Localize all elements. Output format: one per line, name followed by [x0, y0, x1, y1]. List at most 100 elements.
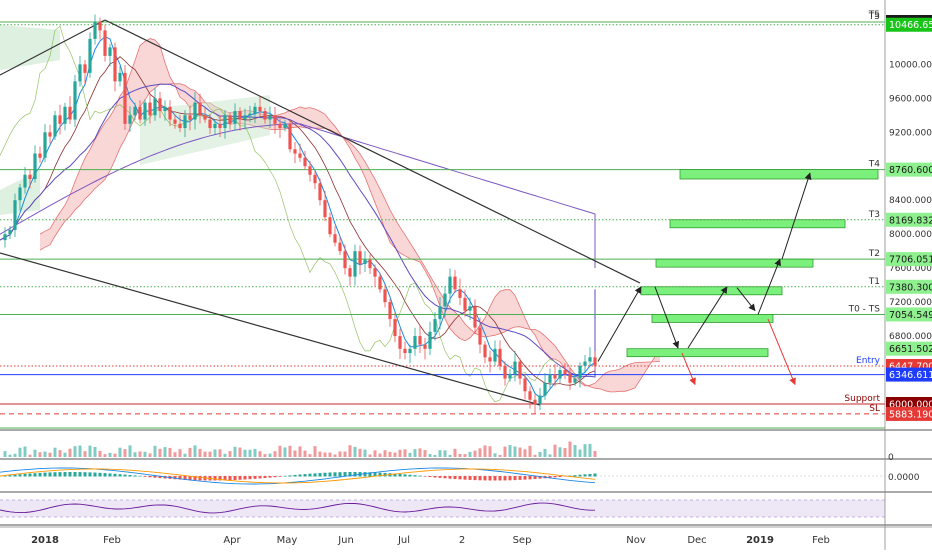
- candle-body: [153, 98, 157, 116]
- scenario-arrow: [781, 172, 812, 260]
- time-axis: 2018 Feb Apr May Jun Jul 2 Sep Nov Dec 2019 Feb: [0, 526, 932, 546]
- volume-bar: [338, 451, 342, 457]
- candle-body: [168, 106, 172, 120]
- ma-slow-line: [0, 83, 596, 378]
- volume-bar: [193, 445, 197, 457]
- macd-histogram-bar: [493, 476, 497, 481]
- volume-bar: [553, 444, 557, 457]
- candle-body: [418, 336, 422, 345]
- volume-bar: [568, 441, 572, 457]
- macd-histogram-bar: [513, 476, 517, 481]
- volume-bar: [148, 453, 152, 457]
- candle-body: [83, 64, 87, 73]
- macd-histogram-bar: [103, 473, 107, 477]
- candle-body: [548, 374, 552, 383]
- volume-bar: [433, 454, 437, 457]
- macd-histogram-bar: [288, 475, 292, 477]
- volume-bar: [163, 447, 167, 457]
- macd-histogram-bar: [468, 476, 472, 480]
- candle-body: [428, 331, 432, 349]
- trendlines: [0, 19, 641, 406]
- volume-bar: [593, 450, 597, 457]
- candle-body: [218, 123, 222, 129]
- macd-histogram-bar: [528, 476, 532, 480]
- candle-body: [573, 378, 577, 383]
- volume-bar: [203, 451, 207, 457]
- volume-bar: [583, 444, 587, 457]
- volume-bar: [478, 448, 482, 457]
- candle-body: [258, 106, 262, 112]
- level-tag-label: 8760.600: [889, 165, 932, 176]
- candle-body: [63, 106, 67, 124]
- time-tick-label: Feb: [103, 535, 121, 546]
- candle-body: [273, 115, 277, 124]
- macd-histogram-bar: [93, 472, 97, 477]
- volume-bar: [303, 450, 307, 457]
- scenario-arrow: [597, 286, 642, 362]
- macd-histogram-bar: [403, 474, 407, 477]
- macd-histogram-bar: [333, 472, 337, 477]
- candle-body: [233, 111, 237, 124]
- target-box: [679, 169, 879, 180]
- volume-bar: [103, 454, 107, 457]
- macd-histogram-bar: [548, 476, 552, 478]
- candle-body: [123, 72, 127, 124]
- macd-histogram-bar: [458, 476, 462, 480]
- volume-bar: [333, 454, 337, 457]
- drop-arrow: [681, 352, 696, 386]
- volume-bar: [248, 449, 252, 457]
- volume-bar: [138, 451, 142, 457]
- candle-body: [473, 306, 477, 328]
- candle-body: [58, 115, 62, 124]
- macd-histogram-bar: [13, 474, 17, 477]
- macd-histogram-bar: [523, 476, 527, 480]
- candle-body: [38, 153, 42, 158]
- volume-bar: [538, 451, 542, 457]
- volume-bar: [213, 449, 217, 457]
- target-box: [640, 286, 783, 296]
- macd-histogram-bar: [248, 476, 252, 480]
- candle-body: [173, 119, 177, 124]
- level-tag-label: 5883.190: [889, 409, 932, 420]
- candle-body: [318, 183, 322, 201]
- macd-histogram-bar: [188, 476, 192, 481]
- level-name: T2: [868, 249, 880, 259]
- volume-bar: [518, 447, 522, 457]
- level-tag: [886, 252, 932, 267]
- price-tick-label: 7200.000: [889, 298, 932, 308]
- volume-bar: [53, 447, 57, 457]
- volume-bar: [423, 450, 427, 457]
- volume-bar: [58, 450, 62, 457]
- volume-bar: [253, 448, 257, 457]
- candle-body: [513, 361, 517, 375]
- candle-body: [353, 251, 357, 277]
- macd-histogram-bar: [588, 473, 592, 477]
- candle-body: [278, 123, 282, 129]
- macd-histogram-bar: [593, 473, 597, 477]
- level-name: T0 - TS: [848, 304, 881, 314]
- candle-body: [563, 370, 567, 375]
- macd-histogram-bar: [223, 476, 227, 481]
- macd-histogram-bar: [218, 476, 222, 481]
- macd-zero-label: 0.0000: [888, 473, 920, 483]
- volume-bar: [403, 449, 407, 457]
- candle-body: [88, 38, 92, 73]
- candle-body: [508, 374, 512, 379]
- macd-histogram-bar: [398, 473, 402, 477]
- level-name: Support: [844, 394, 880, 404]
- candle-body: [33, 153, 37, 179]
- macd-histogram-bar: [578, 474, 582, 477]
- price-tick-label: 6800.000: [889, 332, 932, 342]
- time-tick-label: Nov: [626, 535, 646, 546]
- candle-body: [298, 153, 302, 158]
- volume-bar: [493, 453, 497, 457]
- volume-bar: [228, 451, 232, 457]
- candle-body: [193, 102, 197, 120]
- macd-histogram-bar: [68, 472, 72, 477]
- level-tag-label: 6000.000: [889, 400, 932, 411]
- candle-body: [358, 251, 362, 264]
- rsi-band: [0, 500, 885, 517]
- volume-bar: [158, 448, 162, 457]
